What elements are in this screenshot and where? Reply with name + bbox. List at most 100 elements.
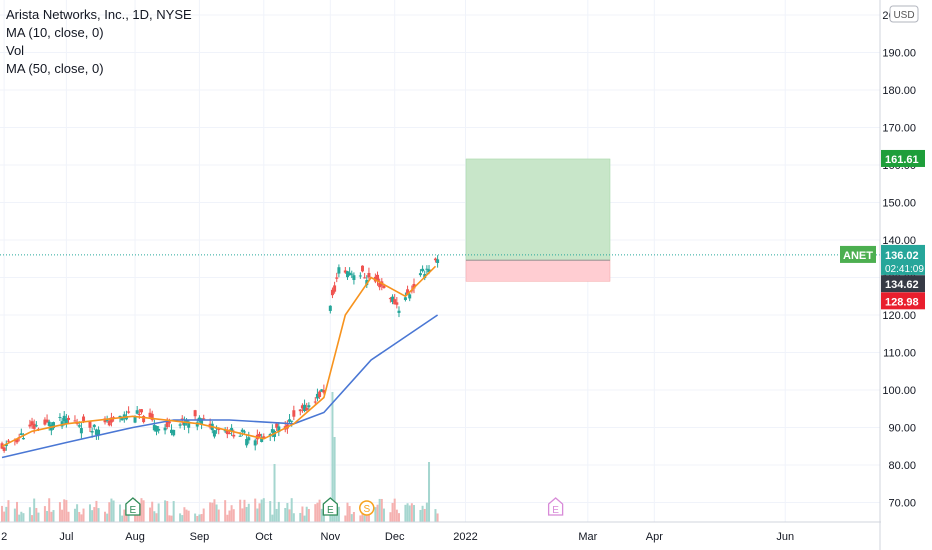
volume-bar [275,508,278,522]
time-tick-label: 2022 [453,531,477,543]
candle-body [19,433,23,436]
candle-body [187,421,191,428]
ma50-line [1,314,439,459]
volume-bar [346,502,349,522]
volume-bar [421,505,424,522]
candle-body [212,430,216,437]
candle-body [258,433,261,437]
currency-badge[interactable] [889,5,919,23]
volume-bar [3,511,6,522]
volume-bar [76,504,79,522]
volume-bar [258,503,261,522]
candle-body [157,428,161,431]
volume-bar [181,515,184,522]
last-price-badge-bg [881,244,925,275]
volume-bar [149,507,152,522]
candle-body [193,410,197,417]
volume-bar [395,509,398,522]
price-tick-label: 170.00 [882,123,916,135]
volume-bar [254,498,257,522]
candle-body [305,407,309,411]
candle-body [225,429,229,435]
candle-body [62,415,66,422]
candle-body [172,429,176,436]
earnings-marker[interactable] [547,497,564,516]
volume-bar [119,504,122,522]
volume-bar [243,499,246,522]
volume-bar [393,498,396,522]
volume-bar [359,515,362,522]
time-tick-label: Oct [255,531,272,543]
price-tick-label: 80.00 [888,460,916,472]
profit-zone[interactable] [465,158,611,261]
volume-bar [112,500,115,522]
candle-body [135,410,139,414]
candle-body [425,268,429,270]
time-tick-label: Jun [776,531,794,543]
earnings-marker-label: E [327,505,334,516]
volume-bar [61,509,64,522]
candle-body [247,437,251,441]
candle-body [345,271,349,278]
plot-area[interactable] [0,0,880,522]
volume-bar [97,508,100,522]
volume-bar [318,499,321,522]
candle-body [77,425,81,427]
volume-bar [166,501,169,522]
volume-bar [301,506,304,522]
split-marker-label: S [363,504,370,515]
volume-bar [436,513,439,522]
candle-body [202,418,206,420]
candle-body [155,426,158,432]
volume-bar [352,511,355,522]
symbol-title[interactable]: Arista Networks, Inc., 1D, NYSE [6,7,192,22]
volume-bar [232,509,235,522]
volume-bar [256,508,259,522]
volume-bar [58,502,61,522]
volume-bar [82,508,85,522]
vol-legend[interactable]: Vol [6,43,25,58]
volume-bar [80,514,83,522]
volume-bar [136,509,139,522]
earnings-marker[interactable] [125,497,141,516]
volume-bar [43,506,46,522]
candle-body [6,440,10,442]
volume-bar [303,515,306,522]
loss-zone[interactable] [465,259,611,282]
candle-body [167,421,171,424]
volume-bar [213,499,216,522]
candle-body [94,429,98,435]
candle-body [408,294,412,299]
earnings-marker[interactable] [322,497,338,516]
candle-body [436,259,440,263]
candle-body [403,297,407,300]
candle-body [105,419,109,421]
candle-body [330,289,334,296]
candle-body [182,421,186,426]
candle-body [2,447,6,451]
volume-bar [157,503,160,522]
candle-body [109,417,113,423]
price-tick-label: 90.00 [888,423,916,435]
target-badge: 161.61 [885,154,919,166]
volume-bar [273,464,276,522]
candle-body [253,440,257,446]
candle-body [180,418,184,420]
volume-bar [50,511,53,522]
volume-bar [183,507,186,522]
volume-bar [93,507,96,522]
candle-body [150,413,154,420]
candle-body [58,416,62,418]
entry-badge-bg [881,275,925,293]
candle-body [47,421,51,426]
volume-bar [410,503,413,522]
volume-bar [37,512,40,522]
candle-body [290,420,294,422]
ma10-legend[interactable]: MA (10, close, 0) [6,25,104,40]
volume-bar [35,508,38,522]
candle-body [288,419,292,422]
split-marker[interactable] [359,500,375,516]
candle-body [152,424,156,431]
ma50-legend[interactable]: MA (50, close, 0) [6,61,104,76]
